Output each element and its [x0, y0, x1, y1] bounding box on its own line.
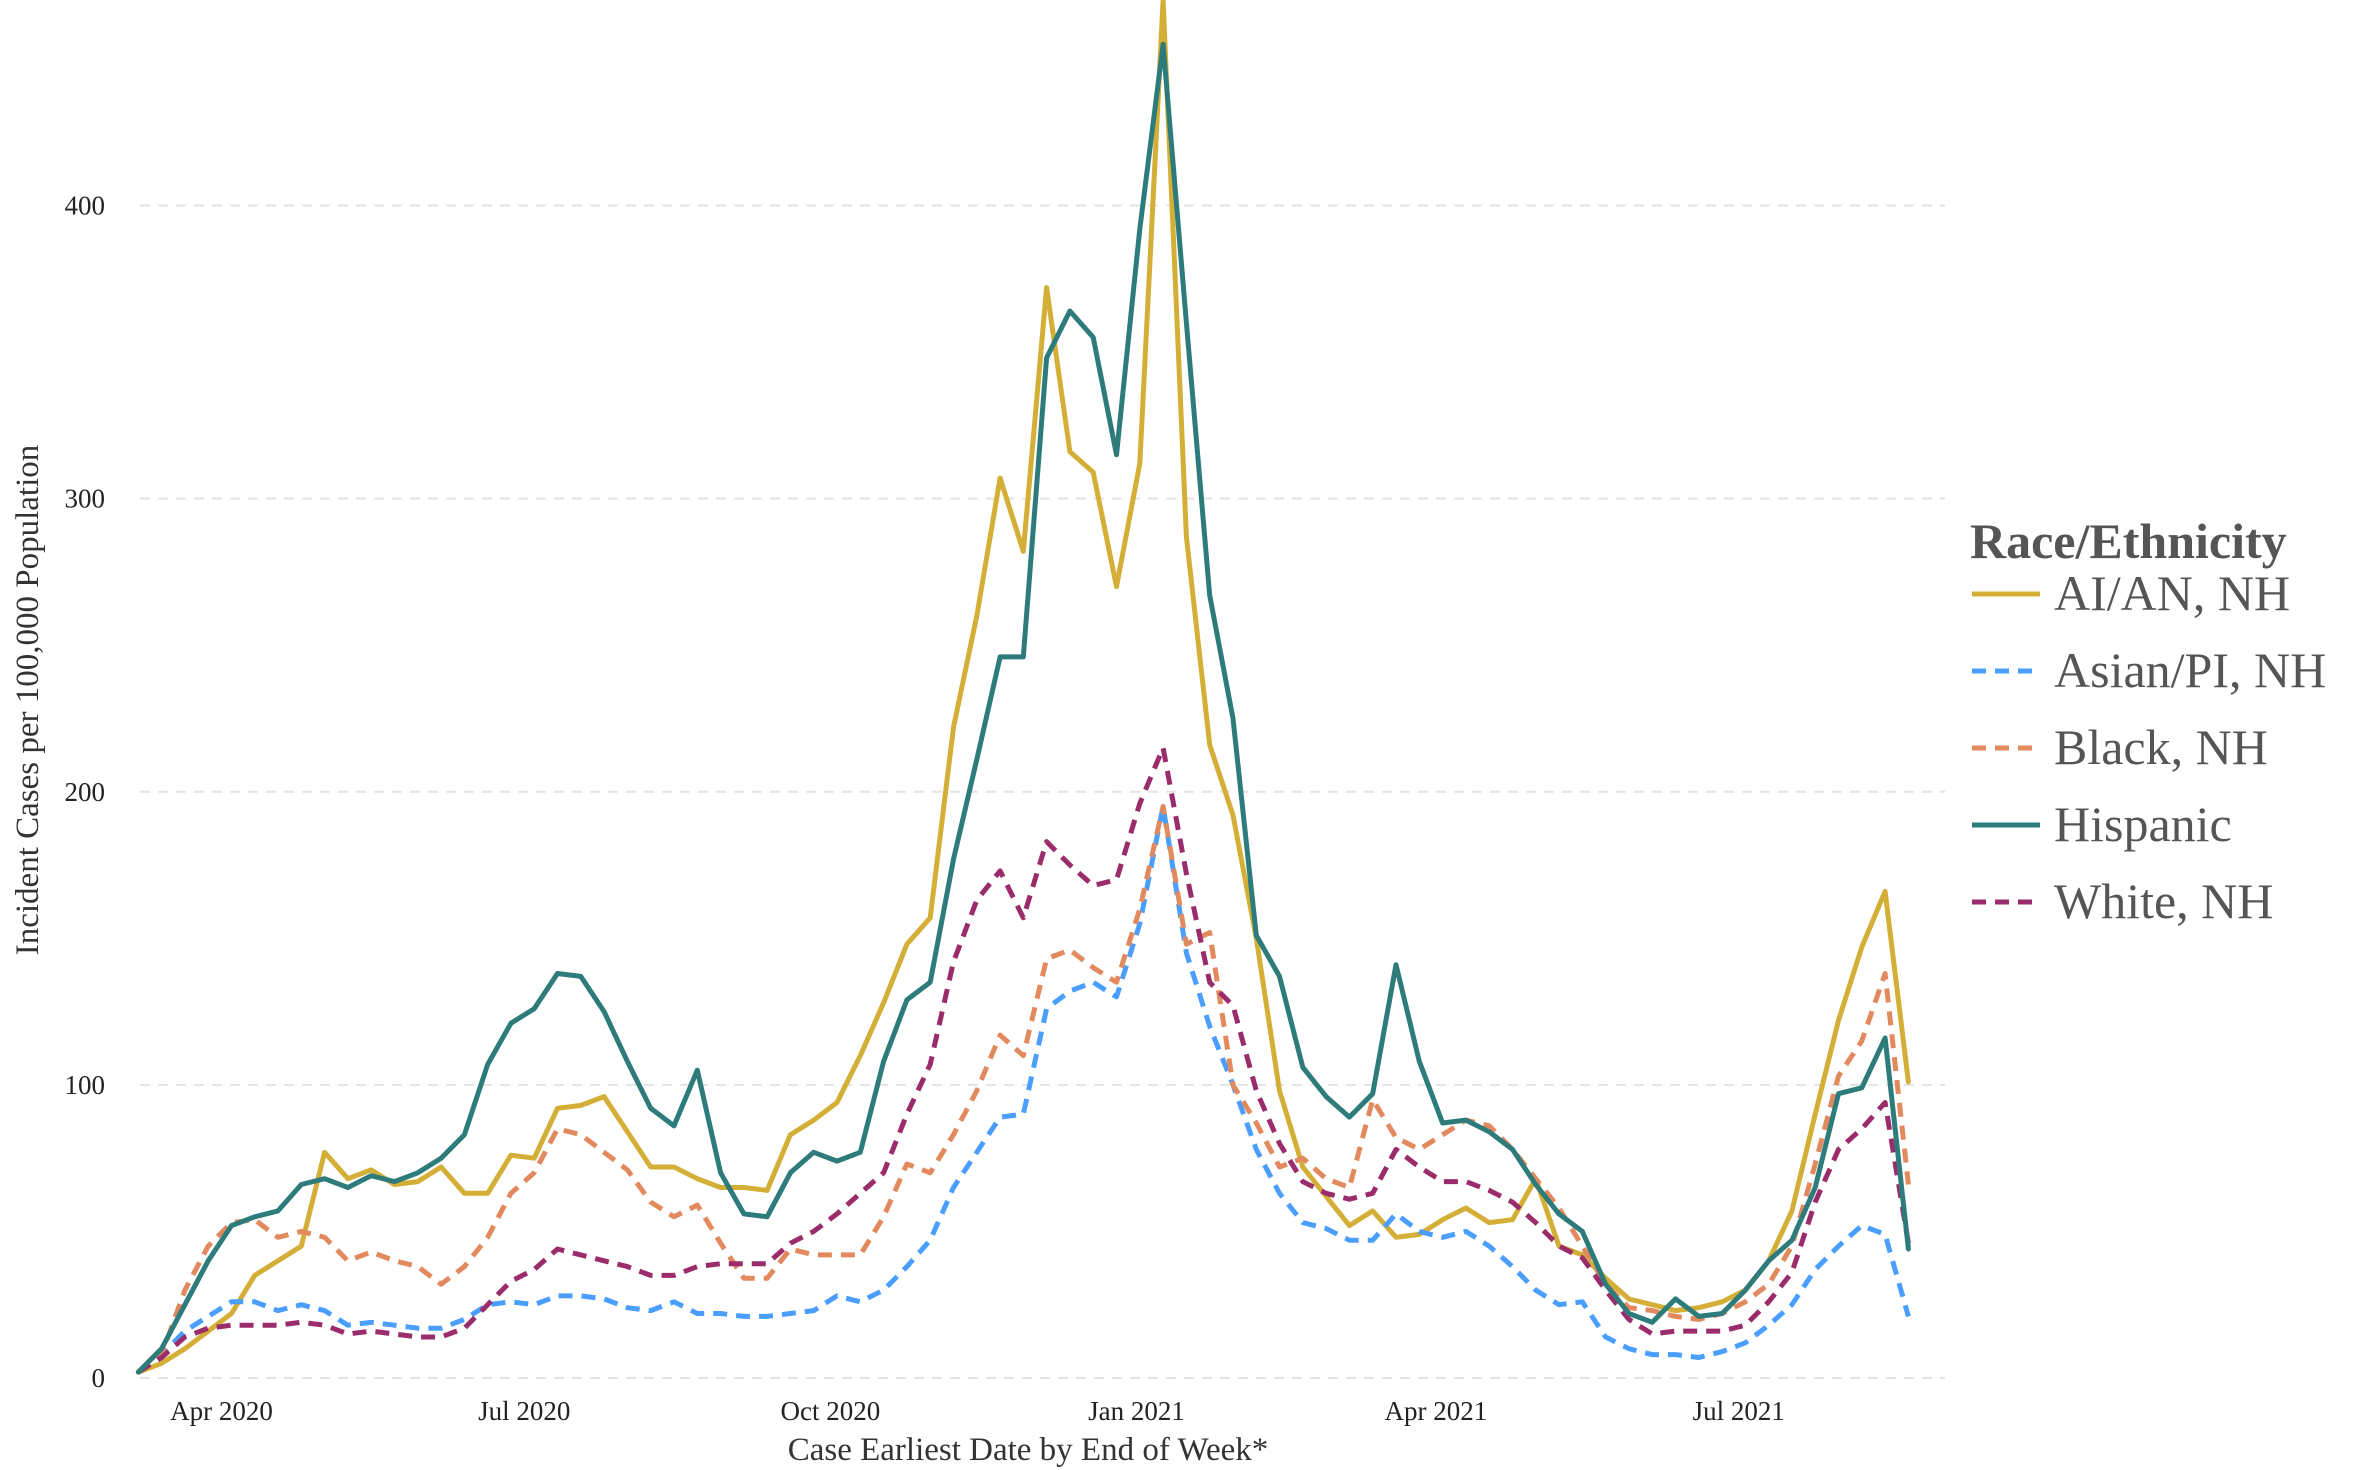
- x-tick-label: Jul 2020: [478, 1396, 570, 1426]
- y-tick-label: 400: [65, 191, 106, 221]
- legend-label: White, NH: [2054, 873, 2273, 929]
- series-line-asian-pi-nh: [136, 803, 1911, 1375]
- y-axis-ticks: 0 100 200 300 400: [65, 191, 106, 1393]
- legend: Race/Ethnicity AI/AN, NH Asian/PI, NH Blac…: [1970, 513, 2326, 929]
- y-tick-label: 300: [65, 484, 106, 514]
- series-line-ai-an-nh: [135, 0, 1911, 1375]
- x-tick-label: Apr 2020: [170, 1396, 273, 1426]
- x-tick-label: Jan 2021: [1088, 1396, 1185, 1426]
- x-tick-label: Jul 2021: [1693, 1396, 1785, 1426]
- legend-label: Black, NH: [2054, 719, 2268, 775]
- legend-title: Race/Ethnicity: [1970, 513, 2287, 569]
- x-tick-label: Oct 2020: [780, 1396, 880, 1426]
- legend-item: White, NH: [1972, 873, 2273, 929]
- series-lines: [135, 0, 1911, 1375]
- x-axis-title: Case Earliest Date by End of Week*: [788, 1432, 1269, 1468]
- legend-item: Hispanic: [1972, 796, 2232, 852]
- legend-item: Asian/PI, NH: [1972, 642, 2326, 698]
- legend-label: AI/AN, NH: [2054, 565, 2290, 621]
- y-tick-label: 0: [92, 1363, 106, 1393]
- x-axis-ticks: Apr 2020 Jul 2020 Oct 2020 Jan 2021 Apr 2021…: [170, 1396, 1785, 1426]
- series-line-hispanic: [135, 41, 1911, 1375]
- series-line-black-nh: [136, 803, 1911, 1375]
- y-tick-label: 200: [65, 777, 106, 807]
- y-axis-title: Incident Cases per 100,000 Population: [10, 445, 46, 956]
- legend-label: Asian/PI, NH: [2054, 642, 2326, 698]
- y-tick-label: 100: [65, 1070, 106, 1100]
- legend-item: AI/AN, NH: [1972, 565, 2290, 621]
- legend-item: Black, NH: [1972, 719, 2268, 775]
- gridlines: [140, 204, 1945, 1379]
- series-line-white-nh: [136, 745, 1911, 1375]
- x-tick-label: Apr 2021: [1385, 1396, 1488, 1426]
- legend-label: Hispanic: [2054, 796, 2232, 852]
